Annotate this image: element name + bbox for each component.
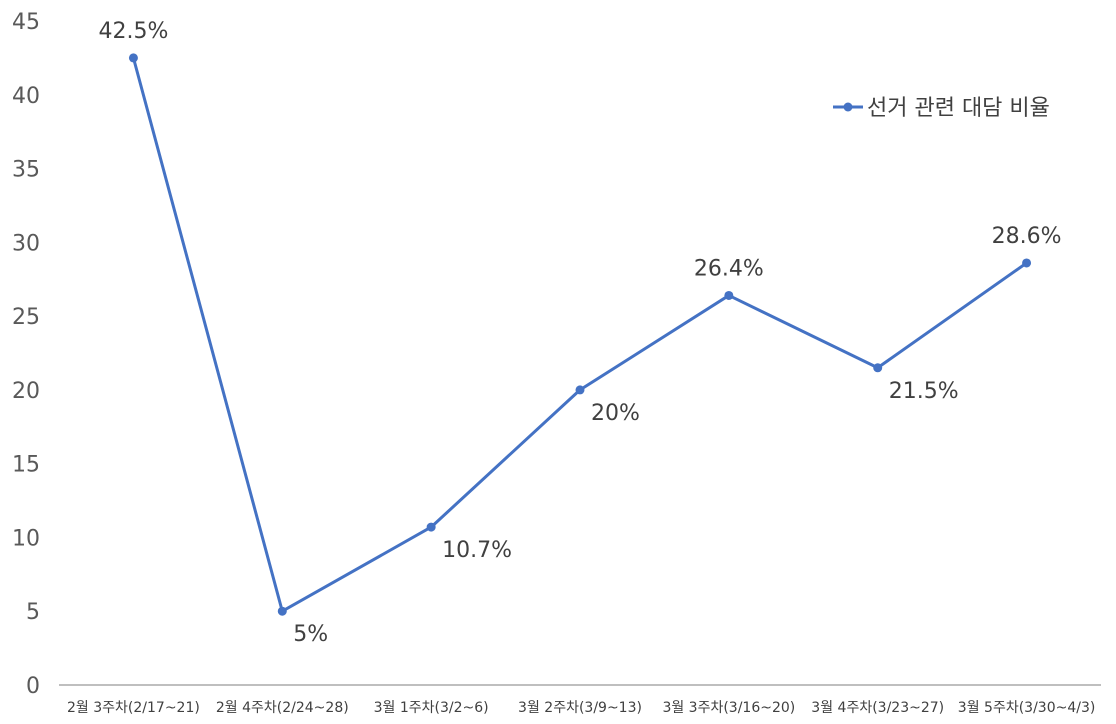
y-tick-label: 10	[12, 526, 40, 551]
x-tick-label: 2월 4주차(2/24~28)	[216, 700, 349, 716]
y-tick-label: 45	[12, 10, 40, 35]
data-label: 42.5%	[98, 19, 168, 44]
data-label: 26.4%	[694, 256, 764, 281]
y-tick-label: 0	[26, 674, 40, 699]
legend-marker-icon	[843, 102, 853, 112]
y-tick-label: 40	[12, 84, 40, 109]
legend: 선거 관련 대담 비율	[833, 96, 1050, 121]
y-axis: 0 5 10 15 20 25 30 35 40 45	[12, 10, 40, 699]
y-tick-label: 20	[12, 379, 40, 404]
series-polyline	[131, 57, 1028, 613]
data-point-marker	[277, 606, 287, 616]
x-tick-label: 3월 3주차(3/16~20)	[662, 700, 795, 716]
data-point-marker	[1022, 258, 1032, 268]
x-tick-label: 3월 1주차(3/2~6)	[374, 700, 489, 716]
y-tick-label: 15	[12, 453, 40, 478]
y-tick-label: 5	[26, 600, 40, 625]
y-tick-label: 35	[12, 158, 40, 183]
x-tick-label: 3월 5주차(3/30~4/3)	[958, 700, 1096, 716]
x-tick-label: 3월 2주차(3/9~13)	[518, 700, 642, 716]
y-tick-label: 30	[12, 231, 40, 256]
data-label: 20%	[591, 401, 640, 426]
data-label: 28.6%	[992, 224, 1062, 249]
data-labels: 42.5% 5% 10.7% 20% 26.4% 21.5% 28.6%	[98, 19, 1061, 647]
data-point-marker	[575, 385, 585, 395]
data-label: 21.5%	[889, 379, 959, 404]
data-point-marker	[426, 522, 436, 532]
data-point-marker	[128, 53, 138, 63]
data-label: 5%	[293, 622, 328, 647]
series-line	[128, 53, 1032, 616]
x-axis: 2월 3주차(2/17~21) 2월 4주차(2/24~28) 3월 1주차(3/2…	[67, 700, 1095, 716]
data-label: 10.7%	[442, 538, 512, 563]
y-tick-label: 25	[12, 305, 40, 330]
x-tick-label: 3월 4주차(3/23~27)	[811, 700, 944, 716]
data-point-marker	[873, 363, 883, 373]
data-point-marker	[724, 290, 734, 300]
legend-label: 선거 관련 대담 비율	[867, 96, 1050, 121]
x-tick-label: 2월 3주차(2/17~21)	[67, 700, 200, 716]
